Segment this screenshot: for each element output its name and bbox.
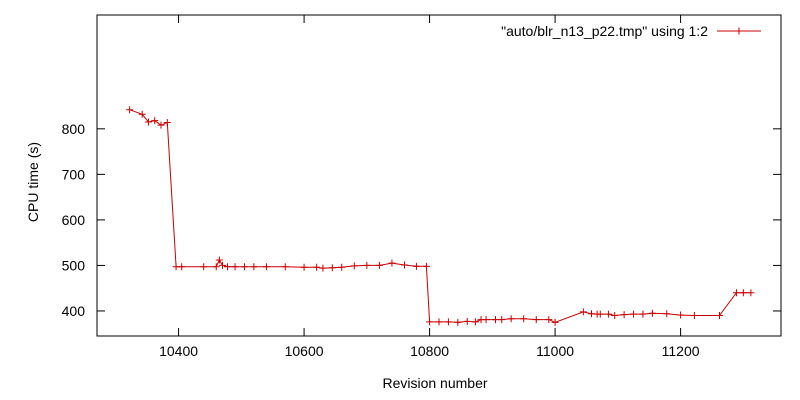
plot-frame [96, 14, 782, 337]
data-point [281, 263, 289, 271]
data-point [178, 263, 186, 271]
data-point [412, 262, 420, 270]
series-line [129, 109, 751, 323]
data-point [690, 312, 698, 320]
data-point [454, 318, 462, 326]
data-point [611, 312, 619, 320]
data-point [596, 310, 604, 318]
data-point [422, 262, 430, 270]
y-axis-ticks: 400 500 600 700 800 [62, 121, 781, 319]
data-point [250, 263, 258, 271]
x-axis-ticks: 10400 10600 10800 11000 11200 [159, 15, 700, 359]
data-point [240, 263, 248, 271]
data-point [157, 121, 165, 129]
data-point [363, 261, 371, 269]
legend: "auto/blr_n13_p22.tmp" using 1:2 [501, 23, 761, 39]
y-tick-label: 700 [62, 166, 86, 182]
data-point [219, 261, 227, 269]
data-point [426, 318, 434, 326]
data-point [328, 264, 336, 272]
data-point [338, 263, 346, 271]
data-point [482, 316, 490, 324]
data-point [144, 118, 152, 126]
data-point [262, 263, 270, 271]
data-point [545, 316, 553, 324]
data-point [639, 310, 647, 318]
y-tick-label: 500 [62, 257, 86, 273]
data-point [463, 317, 471, 325]
data-point [435, 318, 443, 326]
data-point [388, 259, 396, 267]
x-tick-label: 11200 [662, 343, 700, 359]
data-point [313, 263, 321, 271]
data-point [677, 311, 685, 319]
data-point [151, 117, 159, 125]
data-point [630, 310, 638, 318]
x-tick-label: 11000 [536, 343, 574, 359]
data-point [747, 289, 755, 297]
data-point [579, 308, 587, 316]
x-tick-label: 10800 [410, 343, 449, 359]
data-point [400, 261, 408, 269]
data-point [532, 316, 540, 324]
legend-label: "auto/blr_n13_p22.tmp" using 1:2 [501, 23, 708, 39]
data-point [491, 316, 499, 324]
data-point [126, 106, 134, 114]
data-point [231, 263, 239, 271]
data-point [648, 309, 656, 317]
data-point [375, 261, 383, 269]
y-tick-label: 600 [62, 212, 86, 228]
data-point [604, 310, 612, 318]
data-point [498, 316, 506, 324]
data-point [319, 264, 327, 272]
x-tick-label: 10400 [159, 343, 198, 359]
data-point [716, 312, 724, 320]
data-point [663, 310, 671, 318]
y-tick-label: 800 [62, 121, 86, 137]
data-point [620, 311, 628, 319]
series-group [126, 106, 755, 326]
data-point [215, 256, 223, 264]
data-point [300, 263, 308, 271]
data-point [507, 315, 515, 323]
data-point [200, 263, 208, 271]
data-point [444, 318, 452, 326]
data-point [739, 289, 747, 297]
legend-marker [735, 27, 743, 35]
data-point [350, 262, 358, 270]
y-tick-label: 400 [62, 303, 86, 319]
data-point [732, 289, 740, 297]
x-tick-label: 10600 [285, 343, 324, 359]
data-point [163, 118, 171, 126]
y-axis-label: CPU time (s) [25, 142, 41, 222]
data-point [471, 318, 479, 326]
data-point [224, 263, 232, 271]
data-point [138, 110, 146, 118]
data-point [551, 318, 559, 326]
data-point [520, 315, 528, 323]
x-axis-label: Revision number [382, 375, 487, 391]
legend-marker-cross [735, 27, 743, 35]
data-point [212, 263, 220, 271]
